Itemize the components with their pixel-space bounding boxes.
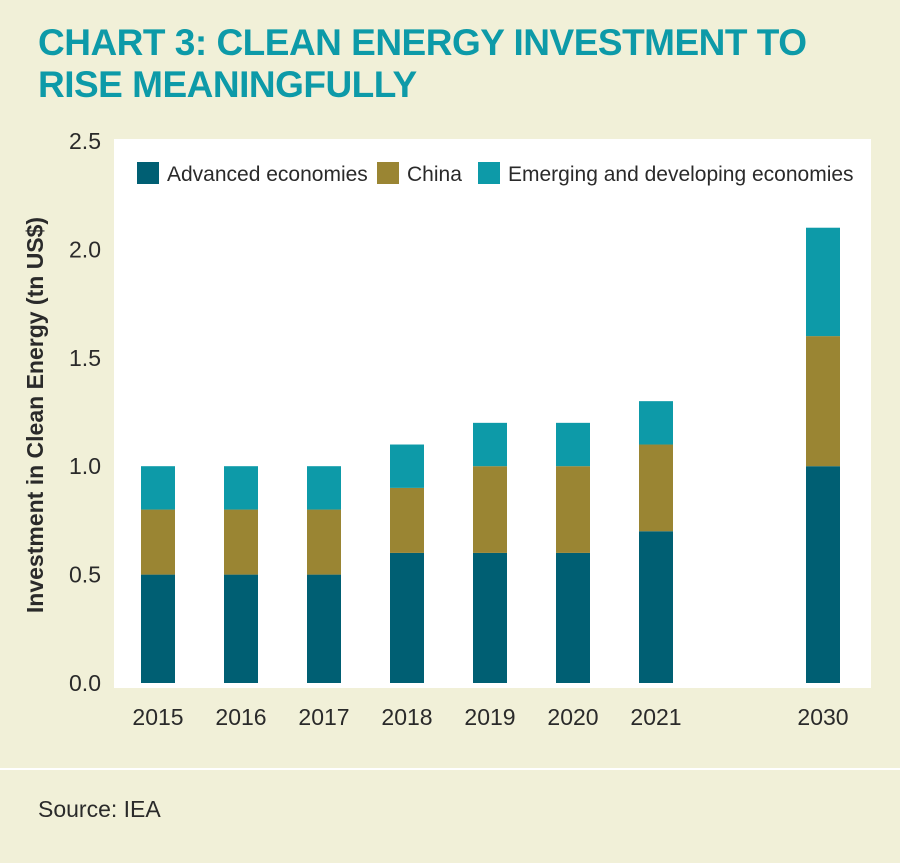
x-tick-2016: 2016: [215, 704, 266, 730]
bar-2030-series-1: [806, 336, 840, 467]
source-note: Source: IEA: [38, 796, 161, 822]
x-tick-2019: 2019: [464, 704, 515, 730]
x-tick-labels: 2015 2016 2017 2018 2019 2020 2021 2030: [132, 704, 848, 730]
legend-swatch-1: [377, 162, 399, 184]
bar-2018-series-1: [390, 487, 424, 553]
y-tick-4: 2.0: [69, 236, 101, 262]
x-tick-2021: 2021: [630, 704, 681, 730]
y-axis-label: Investment in Clean Energy (tn US$): [22, 217, 48, 613]
bar-2016-series-2: [224, 466, 258, 510]
bar-2016-series-0: [224, 574, 258, 683]
y-tick-0: 0.0: [69, 670, 101, 696]
bar-2018-series-0: [390, 552, 424, 683]
bars-group: [141, 227, 840, 683]
bar-2019-series-1: [473, 466, 507, 553]
legend-swatch-2: [478, 162, 500, 184]
bar-2030-series-2: [806, 227, 840, 337]
legend-swatch-0: [137, 162, 159, 184]
bar-2030-series-0: [806, 466, 840, 683]
bar-2020-series-0: [556, 552, 590, 683]
bar-2017-series-1: [307, 509, 341, 575]
bar-2015-series-0: [141, 574, 175, 683]
x-tick-2017: 2017: [298, 704, 349, 730]
y-tick-3: 1.5: [69, 345, 101, 371]
legend-label-1: China: [407, 163, 462, 186]
y-tick-labels: 0.0 0.5 1.0 1.5 2.0 2.5: [69, 128, 101, 696]
y-tick-2: 1.0: [69, 453, 101, 479]
x-tick-2020: 2020: [547, 704, 598, 730]
legend-label-0: Advanced economies: [167, 163, 368, 186]
footer-divider: [0, 768, 900, 770]
bar-2021-series-0: [639, 531, 673, 683]
chart-svg: 0.00.51.01.52.02.5 2015 2016 2017 2018 2019 2…: [22, 128, 871, 730]
bar-2016-series-1: [224, 509, 258, 575]
legend: Advanced economies China Emerging and deve…: [137, 162, 854, 186]
bar-2020-series-1: [556, 466, 590, 553]
bar-2019-series-0: [473, 552, 507, 683]
bar-2021-series-2: [639, 401, 673, 445]
bar-2015-series-2: [141, 466, 175, 510]
bar-2017-series-2: [307, 466, 341, 510]
legend-label-2: Emerging and developing economies: [508, 163, 854, 186]
x-tick-2018: 2018: [381, 704, 432, 730]
bar-2021-series-1: [639, 444, 673, 532]
x-tick-2030: 2030: [797, 704, 848, 730]
y-tick-1: 0.5: [69, 562, 101, 588]
y-tick-5: 2.5: [69, 128, 101, 154]
chart-title: CHART 3: CLEAN ENERGY INVESTMENT TO RISE…: [38, 22, 807, 105]
bar-2020-series-2: [556, 422, 590, 467]
x-tick-2015: 2015: [132, 704, 183, 730]
bar-2015-series-1: [141, 509, 175, 575]
bar-2017-series-0: [307, 574, 341, 683]
bar-2018-series-2: [390, 444, 424, 488]
bar-2019-series-2: [473, 422, 507, 467]
